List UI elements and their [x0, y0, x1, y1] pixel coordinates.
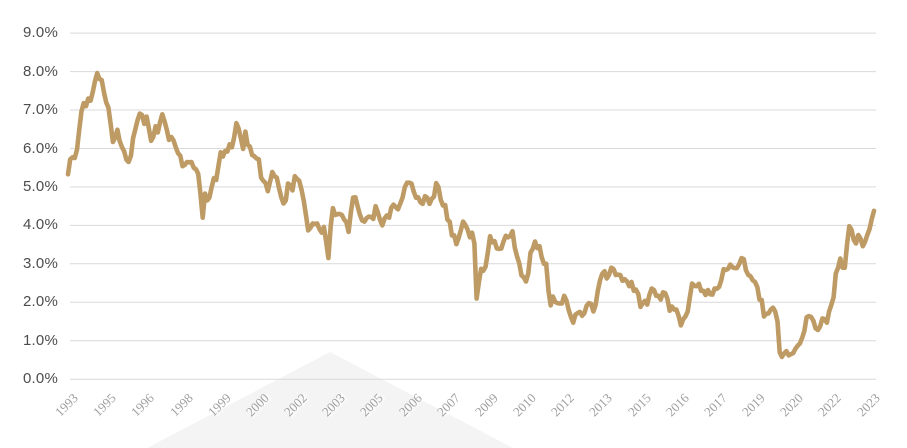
watermark-mountain-shape	[147, 352, 513, 448]
y-axis-label: 2.0%	[23, 293, 58, 311]
y-axis-label: 9.0%	[23, 24, 58, 42]
y-axis-label: 6.0%	[23, 139, 58, 157]
y-axis-label: 8.0%	[23, 62, 58, 80]
series-line	[65, 70, 877, 360]
y-axis-label: 3.0%	[23, 254, 58, 272]
y-axis-label: 4.0%	[23, 216, 58, 234]
y-axis-label: 1.0%	[23, 331, 58, 349]
y-axis-label: 5.0%	[23, 177, 58, 195]
y-axis-label: 0.0%	[23, 370, 58, 388]
y-axis-label: 7.0%	[23, 101, 58, 119]
